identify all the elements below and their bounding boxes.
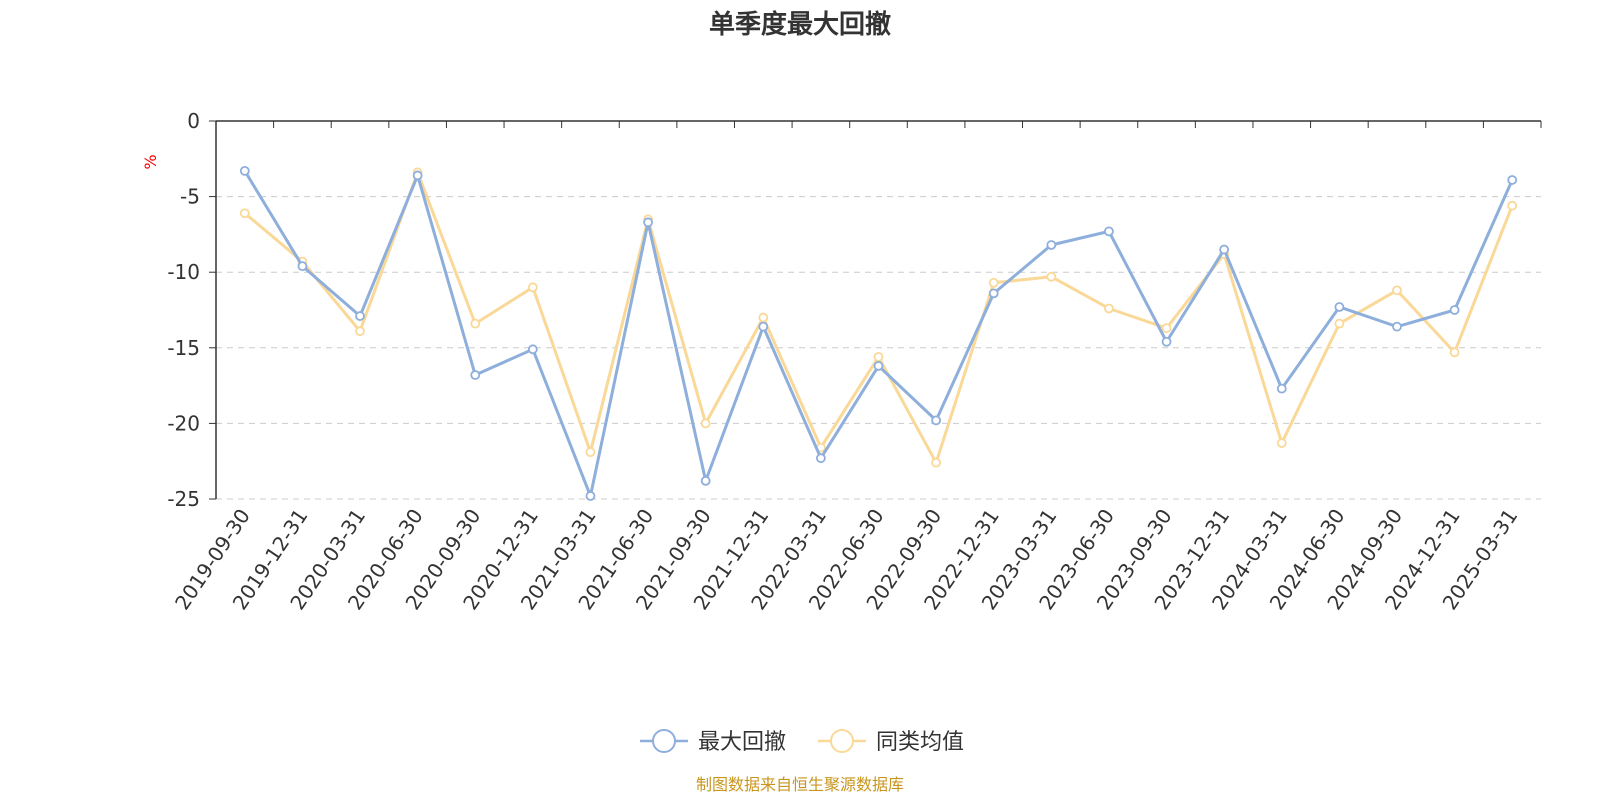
series-2 bbox=[239, 167, 1518, 468]
series-1 bbox=[239, 165, 1518, 501]
data-point[interactable] bbox=[585, 447, 596, 458]
data-point[interactable] bbox=[1104, 303, 1114, 314]
data-point[interactable] bbox=[1392, 285, 1402, 296]
legend-circle-icon bbox=[652, 729, 676, 753]
data-point[interactable] bbox=[1334, 302, 1345, 312]
data-point[interactable] bbox=[470, 370, 481, 380]
data-source-note: 制图数据来自恒生聚源数据库 bbox=[696, 775, 904, 794]
data-point[interactable] bbox=[527, 344, 538, 355]
legend-item-1[interactable]: 最大回撤 bbox=[640, 729, 786, 755]
x-tick-labels: 2019-09-302019-12-312020-03-312020-06-30… bbox=[170, 504, 1522, 614]
data-point[interactable] bbox=[700, 418, 711, 429]
y-tick-label: -15 bbox=[167, 336, 200, 360]
legend[interactable]: 最大回撤 同类均值 bbox=[640, 729, 964, 755]
data-point[interactable] bbox=[239, 208, 250, 219]
axes bbox=[209, 120, 1542, 500]
chart-title: 单季度最大回撤 bbox=[709, 9, 891, 40]
data-point[interactable] bbox=[1276, 438, 1287, 448]
data-point[interactable] bbox=[873, 351, 884, 362]
y-tick-label: 0 bbox=[187, 109, 200, 133]
data-point[interactable] bbox=[1392, 321, 1402, 332]
data-point[interactable] bbox=[1046, 271, 1057, 282]
data-point[interactable] bbox=[239, 165, 250, 176]
data-point[interactable] bbox=[1161, 336, 1172, 347]
y-tick-labels: 0 -5 -10 -15 -20 -25 bbox=[167, 109, 200, 511]
data-point[interactable] bbox=[1334, 318, 1345, 329]
data-point[interactable] bbox=[1449, 305, 1460, 315]
data-point[interactable] bbox=[412, 170, 423, 181]
data-point[interactable] bbox=[700, 475, 711, 486]
data-point[interactable] bbox=[1219, 244, 1230, 255]
data-point[interactable] bbox=[1104, 226, 1114, 237]
y-tick-label: -25 bbox=[167, 487, 200, 511]
series-layer bbox=[239, 165, 1518, 501]
data-point[interactable] bbox=[297, 261, 308, 272]
y-axis-unit-label: % bbox=[141, 154, 160, 169]
data-point[interactable] bbox=[758, 312, 769, 323]
data-point[interactable] bbox=[1507, 200, 1518, 211]
data-point[interactable] bbox=[1507, 175, 1518, 185]
legend-circle-icon bbox=[830, 729, 854, 753]
y-tick-label: -10 bbox=[167, 260, 200, 284]
data-point[interactable] bbox=[1449, 347, 1460, 358]
data-point[interactable] bbox=[585, 491, 596, 501]
data-point[interactable] bbox=[758, 321, 769, 332]
data-point[interactable] bbox=[931, 415, 942, 426]
legend-label: 同类均值 bbox=[876, 730, 964, 755]
y-tick-label: -20 bbox=[167, 411, 200, 435]
data-point[interactable] bbox=[1276, 383, 1287, 394]
data-point[interactable] bbox=[1161, 323, 1172, 334]
grid-lines bbox=[216, 196, 1541, 500]
data-point[interactable] bbox=[988, 277, 999, 288]
data-point[interactable] bbox=[470, 318, 481, 329]
y-tick-label: -5 bbox=[180, 185, 200, 209]
data-point[interactable] bbox=[988, 288, 999, 299]
data-point[interactable] bbox=[931, 457, 942, 468]
legend-item-2[interactable]: 同类均值 bbox=[818, 729, 964, 755]
legend-label: 最大回撤 bbox=[698, 730, 786, 755]
data-point[interactable] bbox=[1046, 240, 1057, 250]
data-point[interactable] bbox=[815, 453, 826, 464]
data-point[interactable] bbox=[355, 326, 365, 337]
data-point[interactable] bbox=[873, 361, 884, 371]
data-point[interactable] bbox=[355, 311, 365, 321]
series-line bbox=[243, 170, 1514, 465]
data-point[interactable] bbox=[527, 282, 538, 293]
data-point[interactable] bbox=[643, 217, 653, 228]
